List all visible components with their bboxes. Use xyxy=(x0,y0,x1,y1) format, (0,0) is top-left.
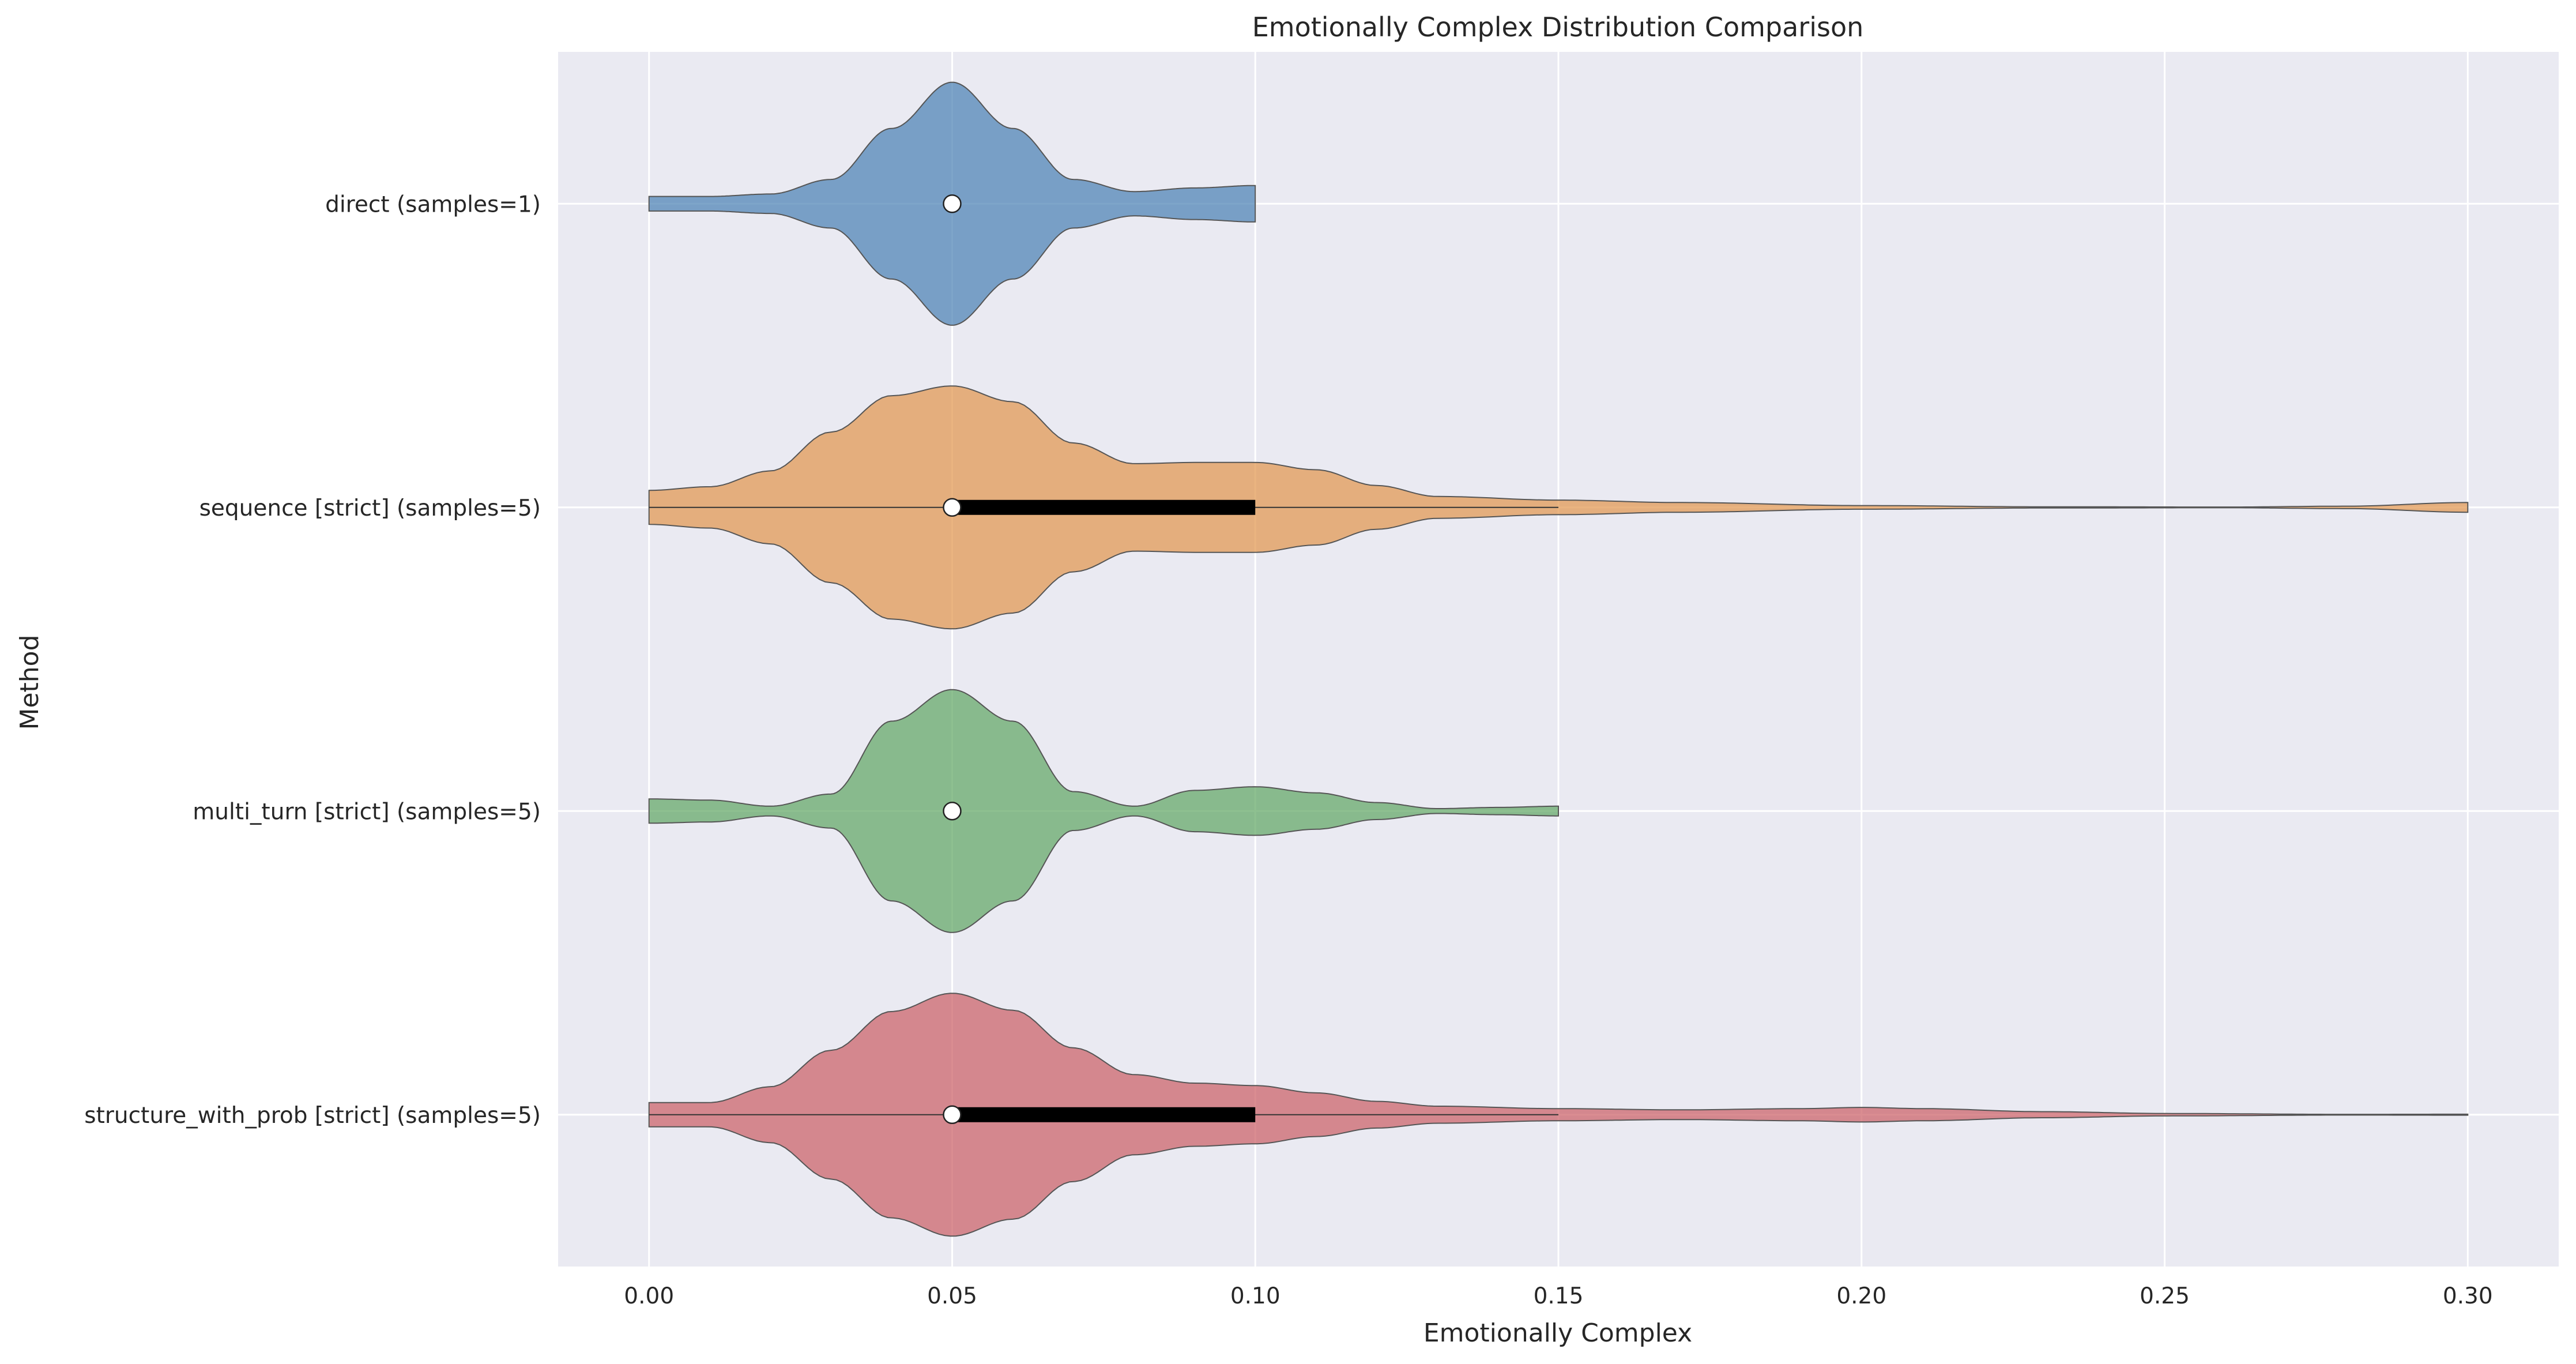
violin-series xyxy=(648,81,2469,1237)
y-tick-label: multi_turn [strict] (samples=5) xyxy=(193,799,541,825)
median-marker xyxy=(943,194,962,213)
median-marker xyxy=(943,498,962,517)
x-axis-label: Emotionally Complex xyxy=(1423,1318,1692,1348)
median-marker xyxy=(943,1105,962,1124)
x-axis-ticks: 0.00 0.05 0.10 0.15 0.20 0.25 0.30 xyxy=(624,1283,2492,1309)
iqr-bar xyxy=(952,1107,1256,1122)
y-axis-ticks: direct (samples=1) sequence [strict] (sam… xyxy=(84,191,541,1129)
x-tick-label: 0.05 xyxy=(927,1283,977,1309)
x-tick-label: 0.00 xyxy=(624,1283,674,1309)
x-tick-label: 0.30 xyxy=(2443,1283,2493,1309)
x-tick-label: 0.20 xyxy=(1836,1283,1886,1309)
y-axis-label: Method xyxy=(15,634,44,730)
violin-body xyxy=(648,689,1559,933)
iqr-bar xyxy=(952,499,1256,515)
y-tick-label: sequence [strict] (samples=5) xyxy=(199,495,541,521)
x-tick-label: 0.25 xyxy=(2140,1283,2190,1309)
y-tick-label: direct (samples=1) xyxy=(325,191,541,217)
chart-title: Emotionally Complex Distribution Compari… xyxy=(1252,12,1864,43)
x-tick-label: 0.10 xyxy=(1230,1283,1281,1309)
y-tick-label: structure_with_prob [strict] (samples=5) xyxy=(84,1103,541,1129)
x-tick-label: 0.15 xyxy=(1534,1283,1584,1309)
median-marker xyxy=(943,802,962,821)
